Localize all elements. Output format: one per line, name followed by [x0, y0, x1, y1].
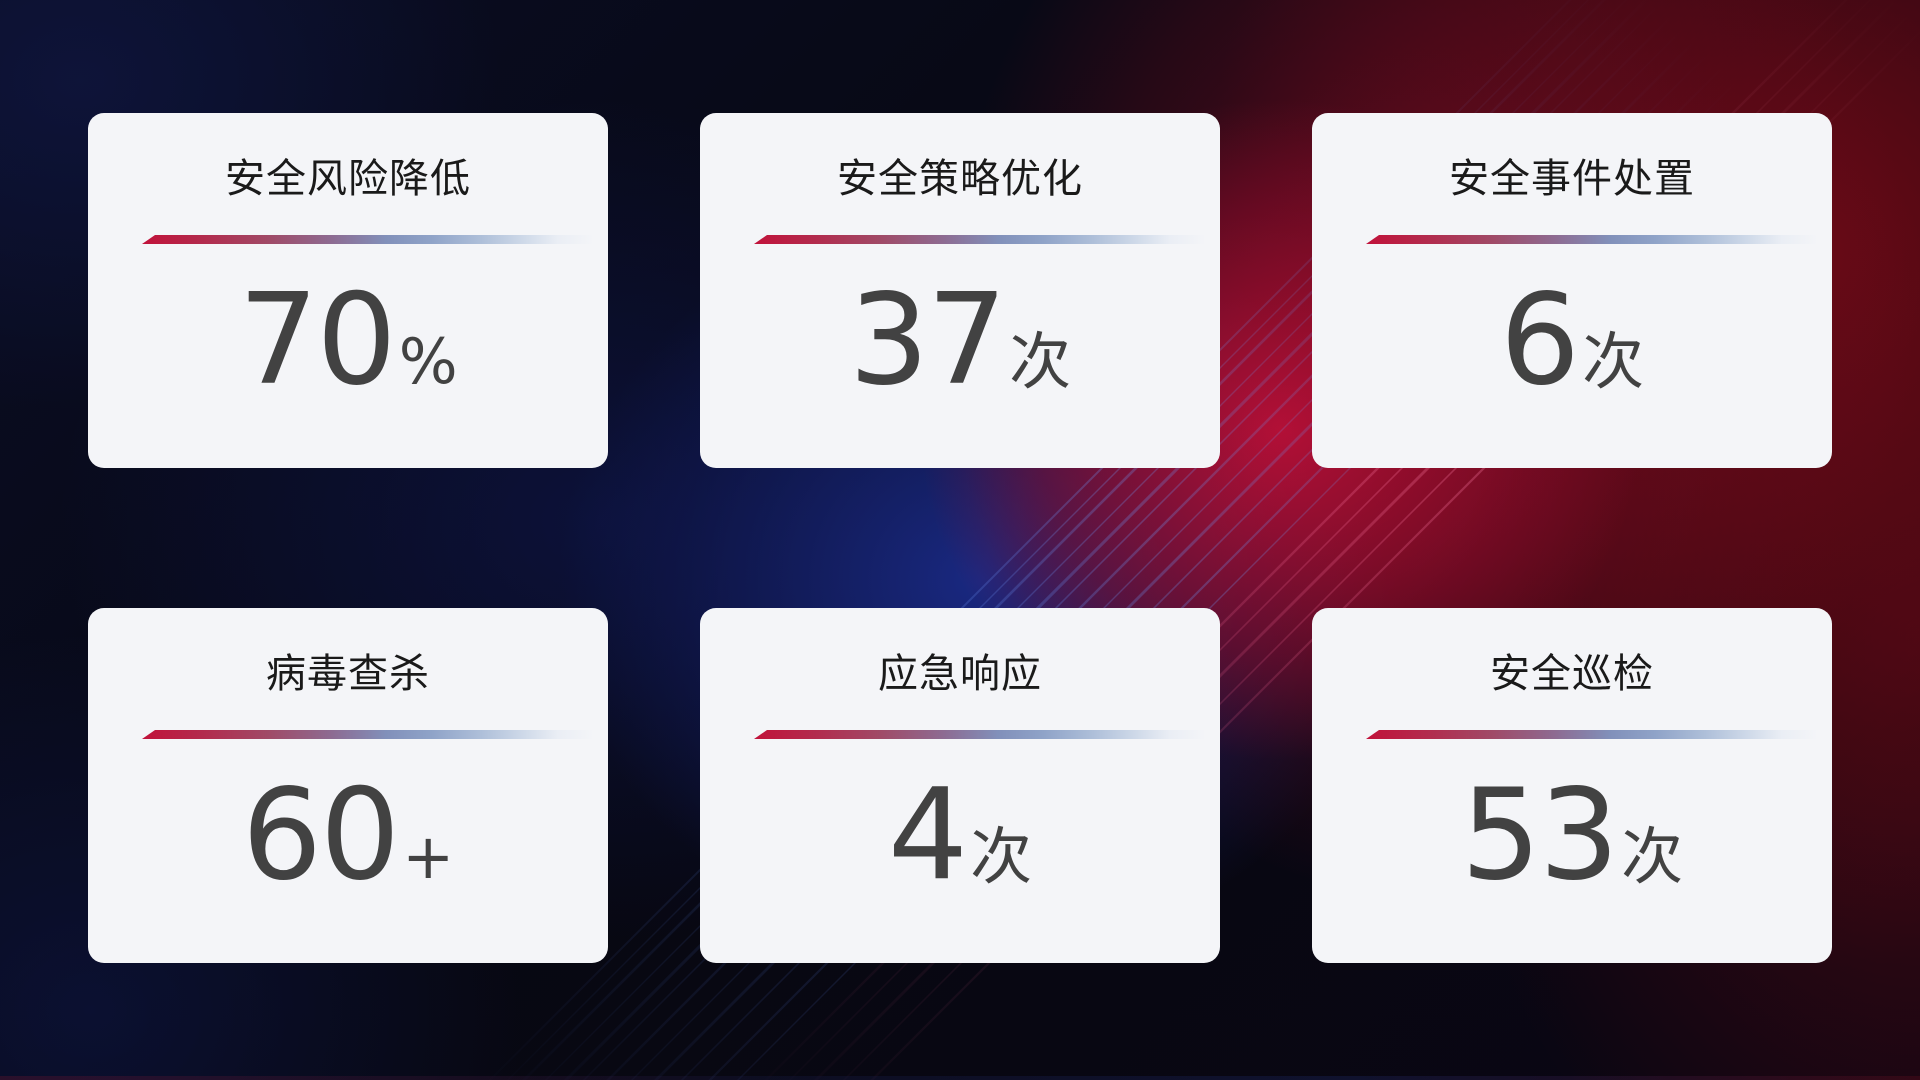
stat-number: 4 — [887, 761, 968, 908]
stat-value-row: 60 + — [88, 772, 608, 898]
stat-card-security-inspection: 安全巡检 53 次 — [1312, 608, 1832, 963]
stat-unit: + — [402, 820, 455, 893]
bottom-edge-accent-strip — [0, 1076, 1920, 1080]
stat-unit: 次 — [1009, 325, 1072, 398]
stat-value-row: 37 次 — [700, 277, 1220, 403]
divider-gradient-line — [142, 235, 594, 244]
stat-unit: 次 — [1621, 820, 1684, 893]
stat-number: 70 — [238, 266, 396, 413]
divider-gradient-line — [142, 730, 594, 739]
stat-value-row: 53 次 — [1312, 772, 1832, 898]
stat-title: 安全策略优化 — [837, 157, 1083, 201]
stat-number: 6 — [1499, 266, 1580, 413]
stat-title: 病毒查杀 — [266, 652, 430, 696]
stat-card-incident-handling: 安全事件处置 6 次 — [1312, 113, 1832, 468]
stat-number: 53 — [1460, 761, 1619, 908]
stat-number: 37 — [848, 266, 1007, 413]
stat-card-virus-scan: 病毒查杀 60 + — [88, 608, 608, 963]
stat-unit: % — [398, 325, 458, 398]
stat-value-row: 4 次 — [700, 772, 1220, 898]
divider-gradient-line — [1366, 235, 1818, 244]
stat-card-emergency-response: 应急响应 4 次 — [700, 608, 1220, 963]
stat-card-risk-reduction: 安全风险降低 70 % — [88, 113, 608, 468]
divider-gradient-line — [1366, 730, 1818, 739]
stat-card-grid: 安全风险降低 70 % 安全策略优化 37 次 安全事件处置 6 次 病毒查杀 … — [88, 113, 1832, 963]
divider-gradient-line — [754, 730, 1206, 739]
stat-card-policy-optimization: 安全策略优化 37 次 — [700, 113, 1220, 468]
stat-title: 安全巡检 — [1490, 652, 1654, 696]
stat-number: 60 — [241, 761, 400, 908]
divider-gradient-line — [754, 235, 1206, 244]
stat-title: 安全风险降低 — [225, 157, 471, 201]
stat-title: 安全事件处置 — [1449, 157, 1695, 201]
stat-unit: 次 — [970, 820, 1033, 893]
stat-title: 应急响应 — [878, 652, 1042, 696]
stat-value-row: 6 次 — [1312, 277, 1832, 403]
stat-unit: 次 — [1582, 325, 1645, 398]
stat-value-row: 70 % — [88, 277, 608, 403]
